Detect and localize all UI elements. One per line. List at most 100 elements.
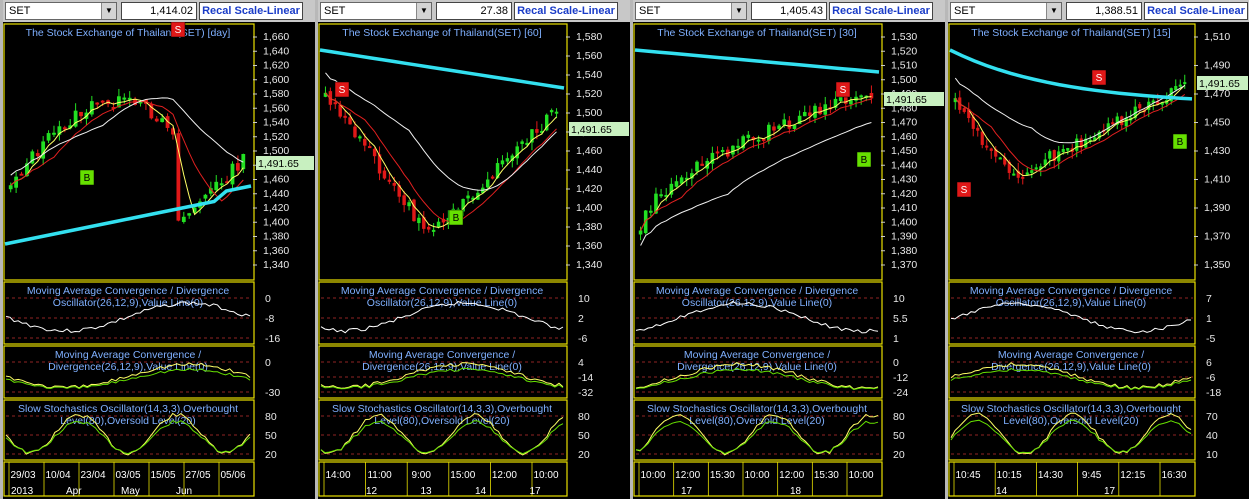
symbol-select[interactable]: SET ▼ (5, 2, 117, 20)
indicator-tick-label: 0 (265, 293, 271, 305)
sell-signal-marker[interactable]: S (835, 81, 851, 98)
candle-body (230, 163, 235, 185)
candle-body (225, 181, 229, 184)
price-tick-label: 1,350 (1204, 259, 1230, 271)
time-label: 10:45 (955, 470, 980, 481)
symbol-select[interactable]: SET ▼ (320, 2, 432, 20)
candle-body (41, 141, 46, 159)
candle-body (1021, 176, 1025, 179)
buy-signal-marker[interactable]: B (856, 151, 872, 168)
price-tick-label: 1,560 (263, 102, 289, 114)
time-label: 14:30 (1038, 470, 1063, 481)
candle-body (46, 133, 51, 141)
candle-body (530, 129, 534, 143)
price-tick-label: 1,360 (263, 245, 289, 257)
recal-scale-button[interactable]: Recal Scale-Linear (514, 2, 618, 20)
price-tick-label: 1,370 (891, 259, 917, 271)
candle-body (372, 148, 377, 157)
candle-body (422, 217, 426, 229)
date-label: 18 (790, 486, 802, 497)
indicator-line (950, 362, 1192, 390)
indicator-title: Moving Average Convergence / (684, 349, 830, 361)
buy-signal-marker[interactable]: B (79, 169, 95, 186)
symbol-select[interactable]: SET ▼ (950, 2, 1062, 20)
candle-body (333, 102, 338, 105)
indicator-subtitle: Level(80),Oversold Level(20) (60, 415, 195, 427)
candle-body (68, 125, 73, 129)
price-tick-label: 1,490 (1204, 60, 1230, 72)
symbol-value: SET (954, 5, 976, 17)
sell-signal-marker[interactable]: S (956, 181, 972, 198)
candle-body (1106, 123, 1110, 131)
chevron-down-icon[interactable]: ▼ (416, 3, 431, 19)
time-label: 15:30 (710, 470, 735, 481)
pane-frame (633, 281, 883, 345)
price-tick-label: 1,560 (576, 50, 602, 62)
price-tick-label: 1,430 (891, 174, 917, 186)
candlestick-series (638, 85, 874, 241)
chevron-down-icon[interactable]: ▼ (101, 3, 116, 19)
price-tick-label: 1,510 (891, 60, 917, 72)
chart-canvas[interactable]: The Stock Exchange of Thailand(SET) [15]… (948, 22, 1249, 499)
time-axis-frame (633, 461, 883, 497)
price-tick-label: 1,450 (1204, 117, 1230, 129)
price-tick-label: 1,470 (891, 117, 917, 129)
candle-body (746, 134, 751, 138)
indicator-tick-label: -30 (265, 387, 280, 399)
time-label: 10:00 (848, 470, 873, 481)
sell-signal-label: S (1096, 73, 1103, 84)
indicator-line (635, 362, 879, 390)
price-tick-label: 1,390 (1204, 202, 1230, 214)
price-tick-label: 1,500 (891, 74, 917, 86)
chart-canvas[interactable]: The Stock Exchange of Thailand(SET) [day… (3, 22, 315, 499)
chart-canvas[interactable]: The Stock Exchange of Thailand(SET) [60]… (318, 22, 630, 499)
candle-body (700, 163, 704, 166)
stochastic-pane: Slow Stochastics Oscillator(14,3,3),Over… (5, 403, 277, 461)
time-label: 10:00 (640, 470, 665, 481)
long-moving-average-line (10, 97, 244, 176)
candle-body (1084, 138, 1088, 148)
pane-frame (318, 281, 568, 345)
time-label: 10:00 (744, 470, 769, 481)
indicator-title: Slow Stochastics Oscillator(14,3,3),Over… (332, 403, 552, 415)
recal-scale-button[interactable]: Recal Scale-Linear (1144, 2, 1248, 20)
buy-signal-marker[interactable]: B (448, 209, 464, 226)
candle-body (1097, 131, 1101, 139)
candle-body (387, 179, 392, 182)
price-tick-label: 1,400 (576, 202, 602, 214)
indicator-line (950, 412, 1192, 455)
chevron-down-icon[interactable]: ▼ (731, 3, 746, 19)
candle-body (176, 133, 181, 221)
candle-body (664, 194, 669, 197)
sell-signal-marker[interactable]: S (334, 81, 350, 98)
pane-frame (948, 399, 1196, 461)
time-axis-frame (3, 461, 255, 497)
stochastic-pane: Slow Stochastics Oscillator(14,3,3),Over… (320, 403, 590, 461)
pane-frame (3, 345, 255, 399)
symbol-select[interactable]: SET ▼ (635, 2, 747, 20)
time-label: 15/05 (150, 470, 175, 481)
recal-scale-button[interactable]: Recal Scale-Linear (829, 2, 933, 20)
macd-divergence-pane: Moving Average Convergence /Divergence(2… (635, 349, 908, 399)
candle-body (985, 145, 989, 148)
recal-scale-button[interactable]: Recal Scale-Linear (199, 2, 303, 20)
candle-body (338, 104, 342, 117)
candle-body (549, 110, 554, 113)
indicator-subtitle: Level(80),Oversold Level(20) (1003, 415, 1138, 427)
candle-body (111, 107, 116, 110)
candle-body (208, 188, 213, 194)
candle-body (684, 177, 689, 180)
indicator-tick-label: 20 (265, 449, 277, 461)
signal-line (950, 367, 1192, 391)
indicator-tick-label: 5.5 (893, 313, 908, 325)
candle-body (171, 128, 175, 135)
candle-body (654, 193, 658, 214)
sell-signal-marker[interactable]: S (1091, 69, 1107, 86)
buy-signal-marker[interactable]: B (1172, 133, 1188, 150)
symbol-value: SET (324, 5, 346, 17)
sell-signal-marker[interactable]: S (170, 22, 186, 38)
chart-canvas[interactable]: The Stock Exchange of Thailand(SET) [30]… (633, 22, 945, 499)
price-tick-label: 1,580 (263, 88, 289, 100)
signal-line (5, 419, 251, 455)
chevron-down-icon[interactable]: ▼ (1046, 3, 1061, 19)
